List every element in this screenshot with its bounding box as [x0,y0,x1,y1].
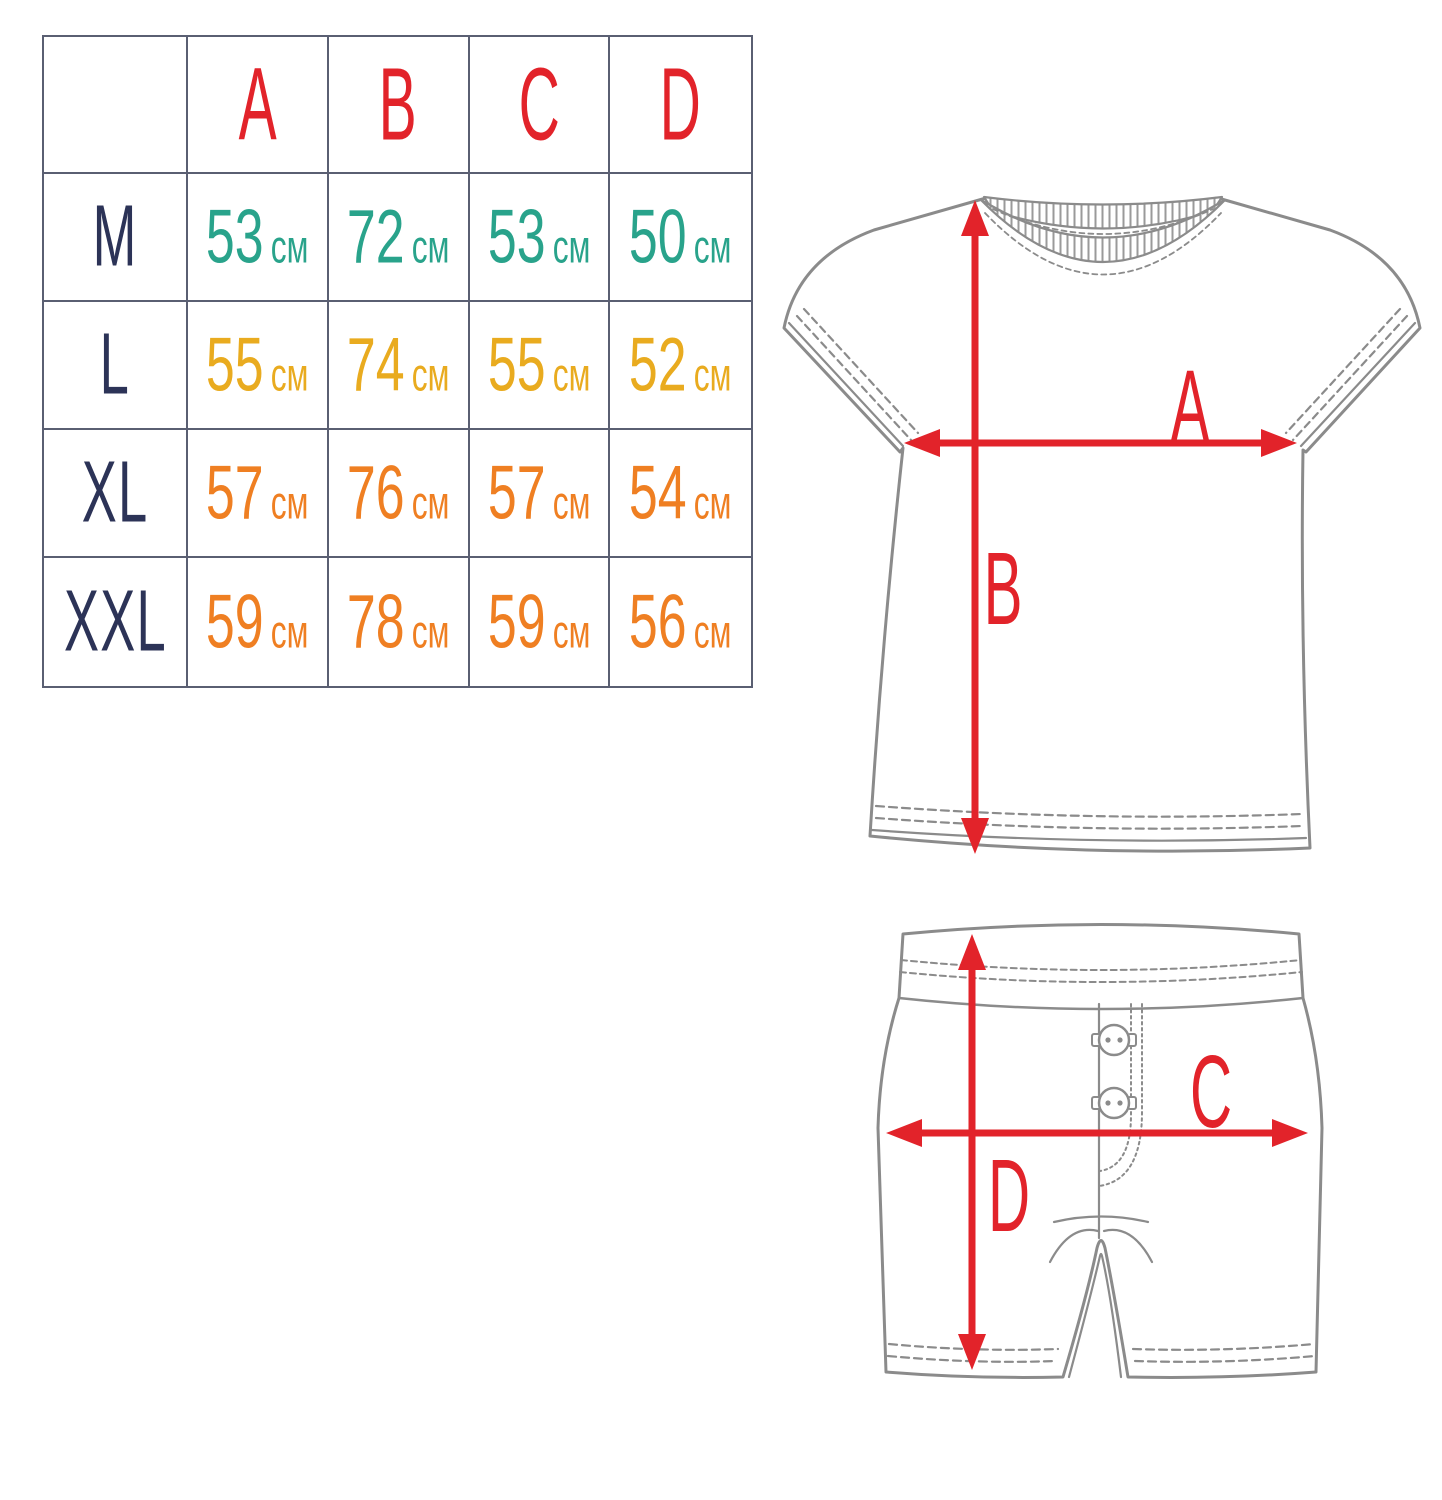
value-xl-d: 54 см [610,430,751,558]
value-m-a: 53 см [188,174,329,302]
dimension-arrows [886,200,1308,1370]
unit-label: см [694,606,732,659]
column-header-label: A [238,47,277,162]
unit-label: см [694,477,732,530]
size-row-label-xxl: XXL [44,558,188,686]
shorts-button-top [1091,1023,1137,1057]
value-xxl-a: 59 см [188,558,329,686]
value-m-d: 50 см [610,174,751,302]
unit-label: см [270,477,309,530]
column-header-a: A [188,37,329,174]
shorts-button-bottom [1091,1086,1137,1120]
value-l-d: 52 см [610,302,751,430]
unit-label: см [552,221,591,274]
unit-label: см [270,349,309,402]
shorts-length-arrow [958,934,986,1370]
value-xxl-d: 56 см [629,579,732,665]
value-m-c: 53 см [469,174,611,302]
unit-label: см [411,221,450,274]
shirt-length-label: B [984,530,1023,646]
unit-label: см [270,221,309,274]
size-row-label-l: L [44,302,188,430]
shirt-width-arrow [904,429,1297,457]
value-xl-c: 57 см [469,430,611,558]
tshirt-body-outline [782,196,1422,853]
shorts-width-arrow [886,1119,1308,1147]
size-row-label-xl: XL [44,430,188,558]
shirt-length-arrow [961,200,989,854]
column-header-c: C [469,37,611,174]
column-header-b: B [328,37,470,174]
table-corner-cell [44,37,188,174]
shirt-width-label: A [1171,348,1210,464]
shorts-length-label: D [988,1137,1030,1253]
column-header-d: D [610,37,751,174]
column-header-label: D [660,47,702,162]
unit-label: см [694,221,732,274]
size-chart-table: A B C D M 53 см 72 см 53 см 50 см L 55 см 74 с… [42,35,753,688]
value-m-b: 72 см [328,174,470,302]
value-l-b: 74 см [328,302,470,430]
tshirt-collar [979,195,1227,276]
unit-label: см [552,477,591,530]
value-xxl-c: 59 см [470,558,611,686]
column-header-label: B [379,47,418,162]
unit-label: см [552,349,591,402]
value-l-a: 55 см [188,302,329,430]
shorts-width-label: C [1190,1033,1232,1149]
unit-label: см [411,606,450,659]
column-header-label: C [518,47,560,162]
size-row-label-m: M [44,174,188,302]
value-l-c: 55 см [469,302,611,430]
shorts-drawing [876,923,1324,1379]
value-xl-b: 76 см [328,430,470,558]
tshirt-drawing [782,195,1422,853]
unit-label: см [411,477,450,530]
unit-label: см [694,349,732,402]
value-xxl-b: 78 см [329,558,470,686]
unit-label: см [411,349,450,402]
unit-label: см [270,606,309,659]
unit-label: см [552,606,591,659]
value-xl-a: 57 см [188,430,329,558]
